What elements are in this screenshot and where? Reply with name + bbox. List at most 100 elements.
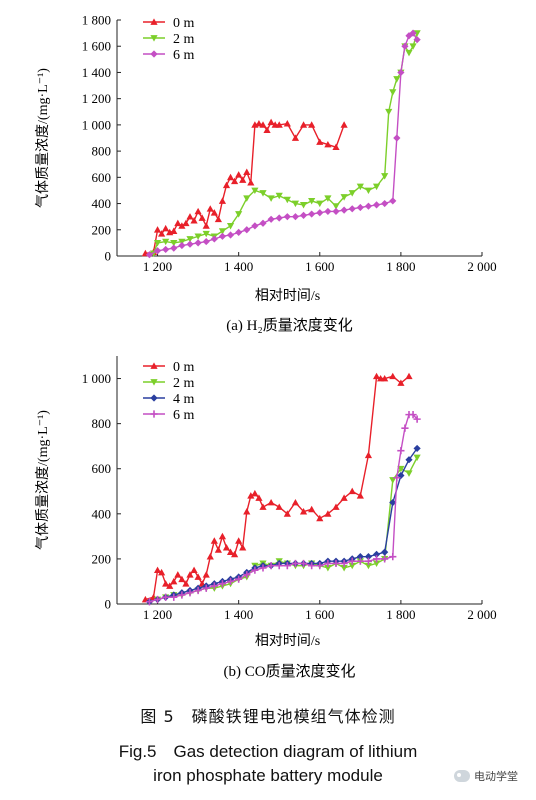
data-point: [255, 494, 263, 501]
data-point: [397, 68, 405, 77]
y-tick-label: 600: [92, 170, 112, 185]
legend-marker: [150, 362, 158, 369]
data-point: [348, 562, 356, 570]
data-point: [372, 550, 381, 558]
data-point: [251, 222, 259, 230]
data-point: [283, 196, 291, 204]
data-point: [316, 514, 324, 522]
data-point: [364, 451, 373, 459]
data-point: [356, 557, 364, 565]
data-point: [259, 190, 267, 197]
data-point: [170, 577, 178, 585]
data-point: [275, 121, 283, 128]
data-point: [308, 121, 316, 128]
data-point: [243, 168, 251, 175]
data-point: [267, 562, 275, 570]
data-point: [153, 240, 162, 247]
data-point: [214, 546, 222, 553]
data-point: [218, 532, 227, 540]
data-point: [405, 470, 413, 477]
data-point: [324, 510, 332, 517]
data-point: [275, 192, 283, 200]
watermark-text: 电动学堂: [474, 770, 518, 783]
legend-marker: [150, 18, 158, 25]
legend-label: 6 m: [173, 48, 195, 63]
data-point: [259, 219, 267, 227]
data-point: [194, 239, 202, 247]
data-point: [291, 559, 300, 568]
series-6m: [145, 29, 421, 259]
y-tick-label: 400: [92, 506, 112, 521]
chart-panel-1: 0 200 400 600 800 1 000 1 200 1 400 1 600 1 800 1 …: [35, 13, 497, 335]
data-point: [170, 240, 178, 247]
data-point: [202, 222, 210, 229]
data-point: [413, 444, 421, 453]
data-point: [231, 550, 239, 558]
data-point: [393, 474, 401, 482]
x-tick-label: 1 800: [386, 607, 415, 622]
y-tick-label: 1 000: [82, 117, 111, 132]
data-point: [186, 213, 194, 220]
y-tick-label: 400: [92, 196, 112, 211]
data-point: [308, 562, 316, 570]
legend-marker: [150, 50, 158, 58]
data-point: [291, 498, 300, 506]
data-point: [247, 178, 255, 186]
data-point: [299, 559, 308, 568]
data-point: [222, 544, 231, 551]
data-point: [259, 564, 267, 572]
data-point: [299, 211, 308, 219]
data-point: [206, 553, 214, 560]
data-point: [170, 244, 178, 252]
data-point: [299, 121, 308, 128]
legend: 0 m2 m6 m: [143, 16, 195, 63]
series-0m: [141, 118, 348, 257]
y-tick-label: 800: [92, 144, 112, 159]
y-axis-label: 气体质量浓度/(mg·L⁻¹): [35, 68, 51, 208]
y-tick-label: 1 200: [82, 91, 111, 106]
data-point: [413, 36, 421, 44]
data-point: [267, 215, 275, 223]
legend: 0 m2 m4 m6 m: [143, 360, 195, 423]
data-point: [153, 595, 162, 604]
data-point: [153, 226, 162, 233]
data-point: [214, 215, 222, 223]
data-point: [324, 565, 332, 572]
data-point: [405, 49, 413, 57]
data-point: [243, 571, 251, 579]
data-point: [275, 562, 283, 570]
data-point: [186, 236, 194, 243]
x-tick-label: 1 600: [305, 607, 334, 622]
data-point: [166, 582, 174, 589]
data-point: [243, 507, 251, 515]
data-point: [393, 134, 401, 142]
data-point: [235, 171, 243, 178]
data-point: [226, 173, 235, 181]
data-point: [356, 203, 364, 212]
data-point: [235, 537, 243, 544]
data-point: [324, 195, 332, 202]
data-point: [247, 492, 255, 499]
y-tick-label: 0: [105, 249, 112, 264]
data-point: [340, 565, 348, 572]
data-point: [186, 589, 194, 597]
figure-caption-zh: 图 5 磷酸铁锂电池模组气体检测: [140, 707, 396, 726]
data-point: [158, 230, 166, 237]
data-point: [316, 562, 324, 570]
data-point: [170, 227, 178, 234]
figure-caption-en-line1: Fig.5 Gas detection diagram of lithium: [118, 742, 418, 761]
data-point: [332, 143, 340, 151]
data-point: [275, 503, 283, 510]
wechat-icon: [454, 770, 470, 782]
data-point: [332, 203, 340, 210]
data-point: [389, 89, 397, 96]
data-point: [194, 586, 202, 595]
data-point: [202, 237, 210, 246]
data-point: [356, 553, 364, 561]
data-point: [231, 177, 239, 185]
data-point: [283, 510, 291, 517]
data-point: [210, 209, 218, 216]
legend-marker: [150, 35, 158, 42]
x-tick-label: 2 000: [467, 607, 496, 622]
